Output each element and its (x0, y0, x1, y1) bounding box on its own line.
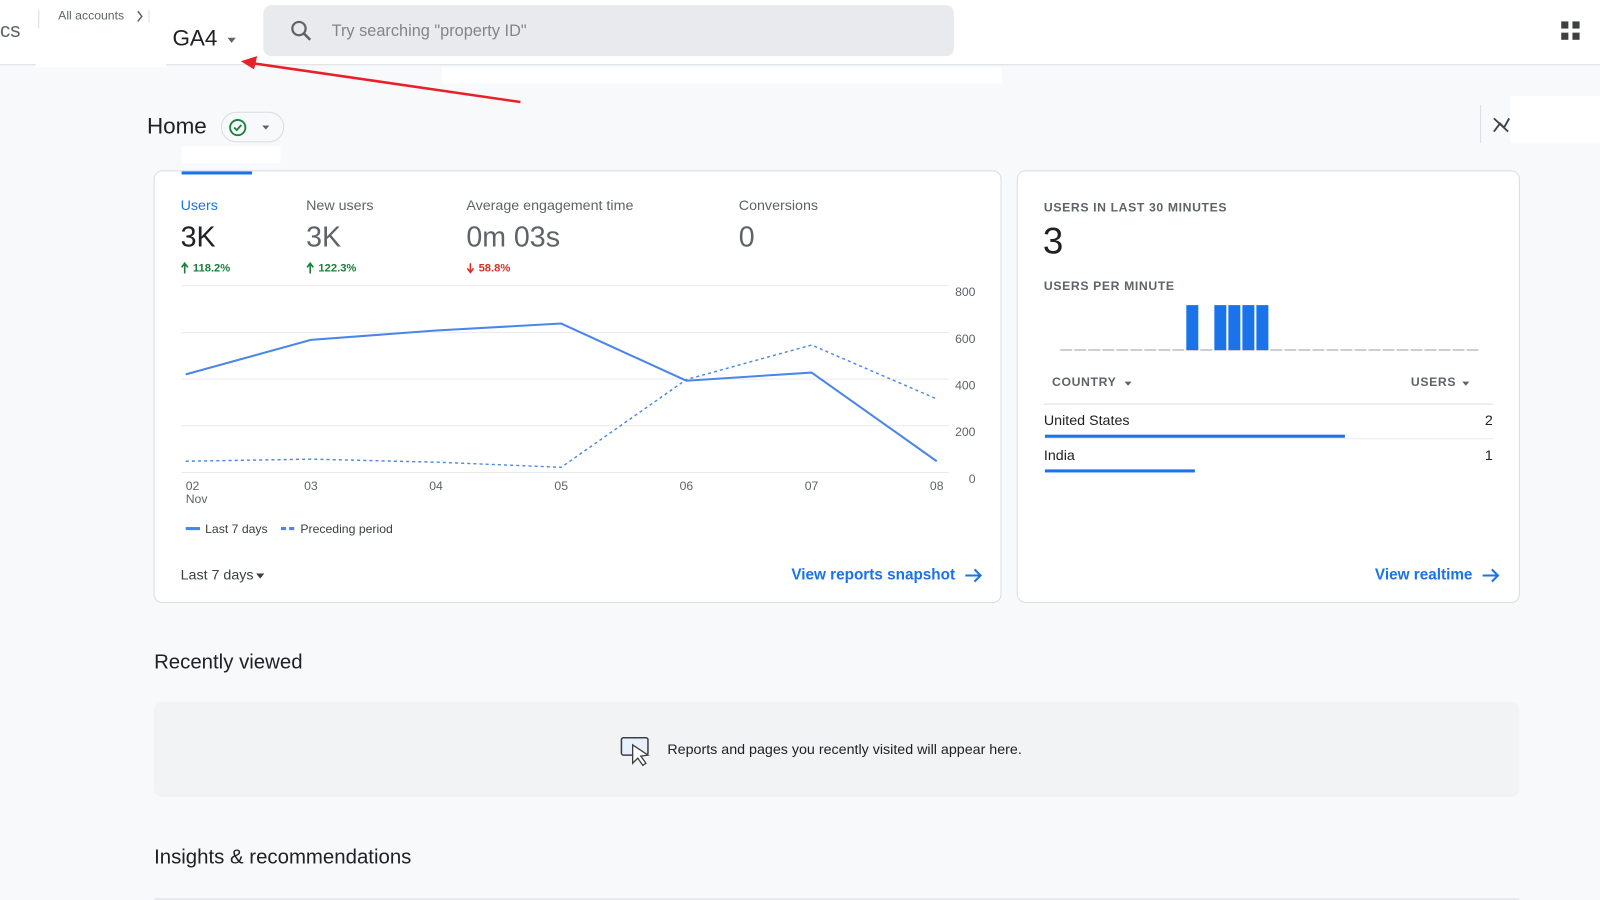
line-series (185, 344, 938, 469)
metric-value: 0 (739, 221, 755, 253)
y-tick-label: 800 (955, 285, 976, 299)
date-range-selector[interactable]: Last 7 days (181, 567, 254, 583)
metric-change: 58.8% (479, 262, 511, 274)
trend-icon (306, 261, 314, 274)
breadcrumb[interactable]: All accounts (58, 9, 124, 23)
y-tick-label: 400 (955, 378, 976, 392)
page-title: Home (147, 113, 207, 138)
x-tick-label: 03 (304, 479, 318, 493)
sort-icon (1462, 381, 1470, 386)
trend-icon (466, 263, 475, 274)
x-tick-label: 08 (930, 479, 944, 493)
apps-icon[interactable] (1561, 21, 1580, 40)
metric-label[interactable]: Average engagement time (466, 198, 633, 214)
column-header[interactable]: USERS (1411, 375, 1456, 389)
search-placeholder: Try searching "property ID" (332, 22, 527, 40)
x-tick-label: 07 (805, 479, 819, 493)
search-icon (303, 32, 312, 41)
search-box[interactable] (263, 5, 955, 57)
realtime-title: USERS IN LAST 30 MINUTES (1044, 200, 1227, 214)
trend-icon (180, 261, 189, 274)
metric-change: 122.3% (318, 262, 356, 274)
check-icon (233, 124, 243, 132)
legend-label: Last 7 days (205, 522, 268, 536)
check-icon (229, 118, 247, 137)
x-tick-label: 04 (429, 479, 443, 493)
arrow-icon (965, 568, 983, 583)
section-title: Insights & recommendations (154, 847, 411, 869)
redaction (441, 67, 1003, 84)
x-tick-label: 06 (680, 479, 694, 493)
view-realtime-link[interactable]: View realtime (1375, 567, 1473, 584)
property-selector[interactable]: GA4 (172, 26, 217, 51)
column-header[interactable]: COUNTRY (1052, 375, 1116, 389)
country-users: 2 (1485, 413, 1493, 429)
recently-viewed-panel (154, 702, 1520, 797)
selected-tab-indicator (181, 171, 253, 175)
users-bar (1044, 469, 1195, 473)
country-name: India (1044, 448, 1075, 464)
insights-icon[interactable] (1493, 117, 1510, 133)
product-name: cs (0, 20, 20, 42)
legend-label: Preceding period (300, 522, 393, 536)
x-tick-sublabel: Nov (186, 492, 209, 506)
section-title: Recently viewed (154, 652, 302, 674)
breadcrumb-chevron (137, 10, 143, 22)
dropdown-icon (256, 573, 265, 579)
sort-icon (1124, 381, 1132, 386)
x-tick-label: 05 (554, 479, 568, 493)
empty-state-icon (631, 743, 650, 767)
redaction (181, 145, 281, 164)
metric-value: 3K (181, 221, 216, 253)
metric-value: 0m 03s (466, 221, 560, 253)
metric-label[interactable]: New users (306, 198, 373, 214)
redaction (35, 53, 167, 68)
bar (1242, 305, 1255, 350)
metric-label[interactable]: Conversions (739, 198, 818, 214)
y-tick-label: 600 (955, 332, 976, 346)
metric-value: 3K (306, 221, 341, 253)
users-bar (1044, 434, 1345, 438)
metric-label[interactable]: Users (181, 198, 218, 214)
bar (1256, 305, 1269, 350)
dropdown-icon (227, 37, 236, 43)
annotation-arrowhead (240, 56, 258, 70)
bar (1214, 305, 1227, 350)
x-tick-label: 02 (186, 479, 200, 493)
search-icon (291, 20, 307, 37)
realtime-card (1016, 170, 1520, 604)
redaction (1510, 95, 1600, 143)
realtime-value: 3 (1043, 221, 1063, 262)
overview-card (153, 170, 1002, 604)
arrow-icon (1482, 568, 1500, 583)
dropdown-icon (262, 125, 270, 130)
bar (1186, 305, 1199, 350)
annotation-arrow (252, 62, 521, 104)
country-users: 1 (1485, 448, 1493, 464)
empty-message: Reports and pages you recently visited w… (667, 742, 1021, 758)
line-series (185, 322, 938, 463)
view-reports-link[interactable]: View reports snapshot (791, 567, 955, 584)
y-tick-label: 0 (969, 472, 976, 486)
country-name: United States (1044, 413, 1130, 429)
metric-change: 118.2% (193, 262, 230, 274)
bar (1228, 305, 1241, 350)
realtime-subtitle: USERS PER MINUTE (1044, 279, 1175, 293)
y-tick-label: 200 (955, 425, 976, 439)
